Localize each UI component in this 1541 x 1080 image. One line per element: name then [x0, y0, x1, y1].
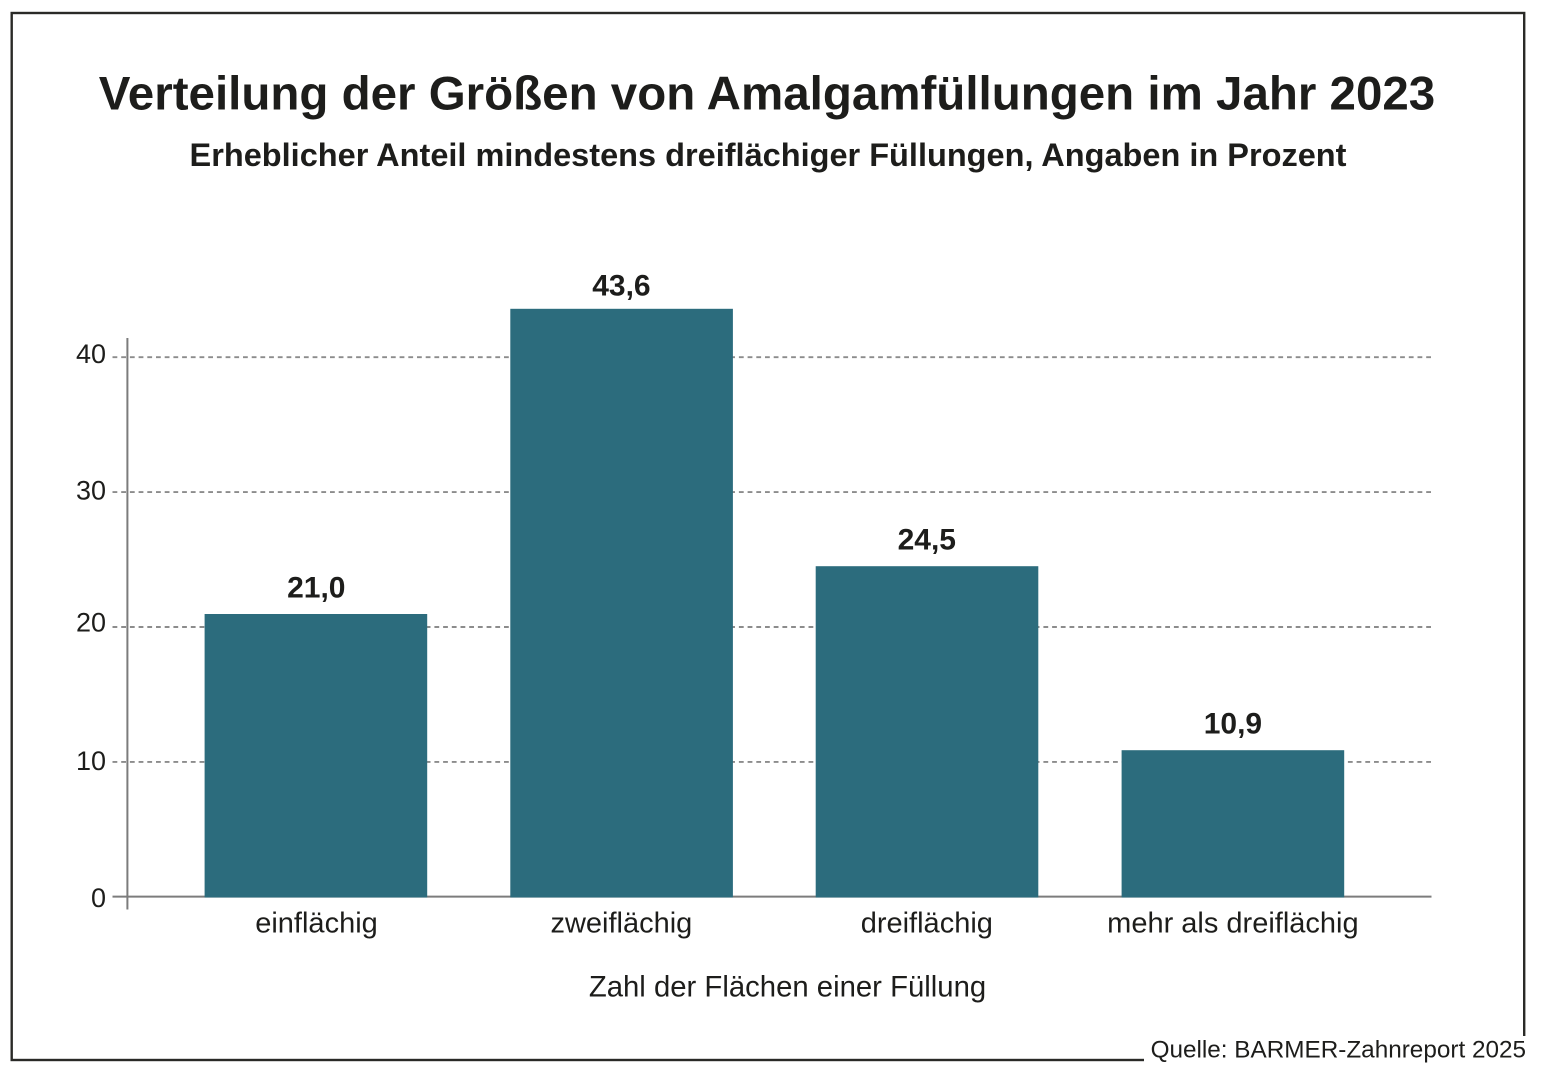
- svg-text:30: 30: [76, 476, 106, 506]
- svg-text:24,5: 24,5: [898, 524, 956, 557]
- svg-text:Zahl der Flächen einer Füllung: Zahl der Flächen einer Füllung: [589, 971, 986, 1004]
- svg-text:einflächig: einflächig: [255, 908, 378, 940]
- svg-text:dreiflächig: dreiflächig: [861, 908, 993, 940]
- svg-text:10,9: 10,9: [1204, 708, 1262, 741]
- svg-text:mehr als dreiflächig: mehr als dreiflächig: [1107, 908, 1358, 940]
- svg-text:Erheblicher Anteil mindestens: Erheblicher Anteil mindestens dreiflächi…: [190, 137, 1347, 173]
- svg-text:0: 0: [91, 883, 106, 913]
- svg-text:Verteilung der Größen von Amal: Verteilung der Größen von Amalgamfüllung…: [99, 68, 1435, 121]
- svg-text:43,6: 43,6: [592, 269, 650, 302]
- svg-text:40: 40: [76, 339, 106, 369]
- svg-text:Quelle: BARMER-Zahnreport 2025: Quelle: BARMER-Zahnreport 2025: [1151, 1037, 1526, 1064]
- svg-text:21,0: 21,0: [287, 572, 345, 605]
- svg-text:zweiflächig: zweiflächig: [550, 908, 692, 940]
- svg-text:10: 10: [76, 746, 106, 776]
- svg-text:20: 20: [76, 608, 106, 638]
